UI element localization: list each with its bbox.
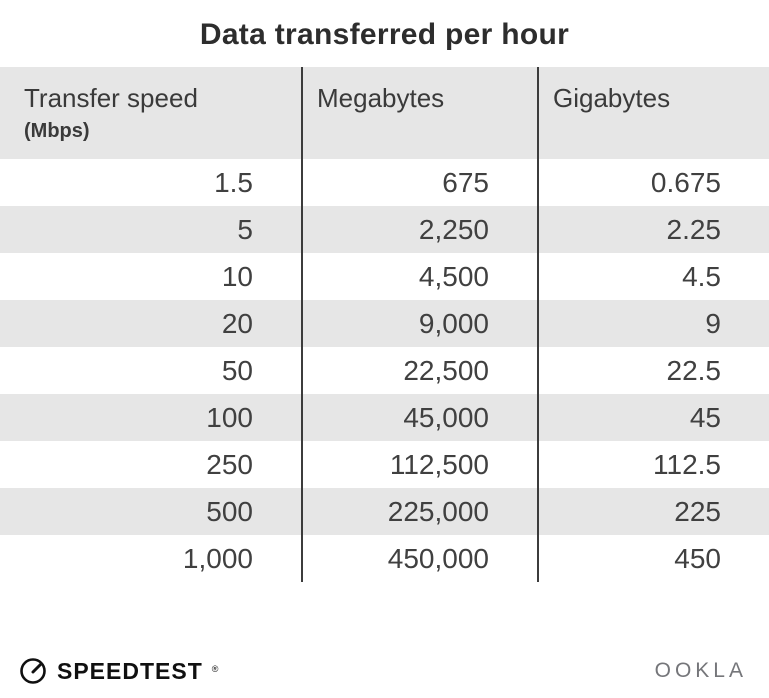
- cell-gigabytes: 4.5: [537, 253, 769, 300]
- cell-speed: 250: [206, 448, 253, 480]
- cell-gigabytes: 9: [537, 300, 769, 347]
- cell-megabytes: 22,500: [301, 347, 538, 394]
- table-row: 5 2,250 2.25: [0, 206, 769, 253]
- cell-gigabytes: 0.675: [537, 159, 769, 206]
- table-row: 50 22,500 22.5: [0, 347, 769, 394]
- table-row: 100 45,000 45: [0, 394, 769, 441]
- cell-speed: 20: [0, 300, 302, 347]
- cell-megabytes: 675: [301, 159, 538, 206]
- table-row: 10 4,500 4.5: [0, 253, 769, 300]
- table-row: 500 225,000 225: [0, 488, 769, 535]
- cell-megabytes: 4,500: [301, 253, 538, 300]
- cell-speed: 5: [0, 206, 302, 253]
- cell-megabytes: 45,000: [301, 394, 538, 441]
- cell-speed: 100: [0, 394, 302, 441]
- cell-speed: 10: [221, 260, 253, 292]
- cell-megabytes: 9,000: [301, 300, 538, 347]
- cell-gigabytes: 22.5: [537, 347, 769, 394]
- page-title: Data transferred per hour: [199, 18, 570, 51]
- cell-megabytes: 112,500: [301, 441, 538, 488]
- table-row: 250 112,500 112.5: [0, 441, 769, 488]
- cell-speed: 50: [221, 354, 253, 386]
- speedtest-logo: SPEEDTEST ®: [18, 656, 218, 686]
- header-row: Transfer speed (Mbps) Megabytes Gigabyte…: [0, 67, 769, 159]
- header-megabytes: Megabytes: [301, 67, 538, 159]
- cell-speed: 1.5: [214, 166, 253, 198]
- speedtest-gauge-icon: [18, 656, 48, 686]
- table-body: 1.5 675 0.675 5 2,250 2.25 10 4,500 4.5 …: [0, 159, 769, 582]
- cell-gigabytes: 450: [537, 535, 769, 582]
- cell-speed: 500: [0, 488, 302, 535]
- table-row: 1.5 675 0.675: [0, 159, 769, 206]
- cell-speed: 1,000: [182, 542, 253, 574]
- cell-gigabytes: 2.25: [537, 206, 769, 253]
- ookla-wordmark: OOKLA: [654, 659, 747, 682]
- footer: SPEEDTEST ® OOKLA: [0, 656, 769, 686]
- header-transfer-speed-label: Transfer speed: [24, 83, 198, 113]
- speedtest-trademark: ®: [211, 664, 219, 674]
- header-transfer-speed-unit: (Mbps): [24, 120, 90, 142]
- header-transfer-speed: Transfer speed (Mbps): [0, 67, 302, 159]
- speedtest-wordmark: SPEEDTEST: [57, 657, 203, 684]
- table-row: 20 9,000 9: [0, 300, 769, 347]
- table-row: 1,000 450,000 450: [0, 535, 769, 582]
- cell-gigabytes: 112.5: [537, 441, 769, 488]
- cell-megabytes: 225,000: [301, 488, 538, 535]
- cell-gigabytes: 45: [537, 394, 769, 441]
- header-gigabytes: Gigabytes: [537, 67, 769, 159]
- cell-gigabytes: 225: [537, 488, 769, 535]
- cell-megabytes: 450,000: [301, 535, 538, 582]
- cell-megabytes: 2,250: [301, 206, 538, 253]
- data-table: Transfer speed (Mbps) Megabytes Gigabyte…: [0, 67, 769, 582]
- table-header: Transfer speed (Mbps) Megabytes Gigabyte…: [0, 67, 769, 159]
